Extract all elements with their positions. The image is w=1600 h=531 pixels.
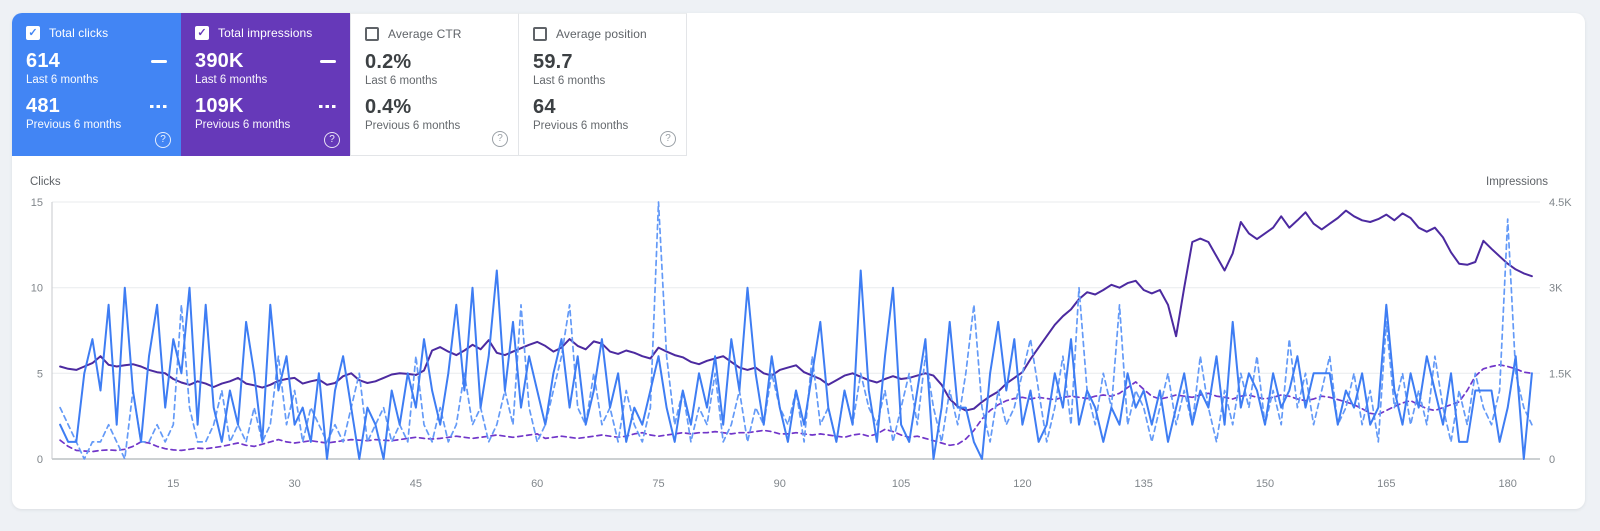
metric-card-label: Average position bbox=[556, 27, 647, 41]
checkbox-total-impressions-checked-icon[interactable]: ✓ bbox=[195, 26, 209, 40]
metric-card-label: Total impressions bbox=[218, 26, 313, 40]
dotted-line-legend-icon bbox=[319, 104, 338, 108]
checkbox-average-ctr-unchecked-icon[interactable] bbox=[365, 27, 379, 41]
current-caption: Last 6 months bbox=[365, 75, 438, 87]
help-icon[interactable]: ? bbox=[492, 131, 508, 147]
svg-text:180: 180 bbox=[1499, 478, 1517, 490]
current-value: 0.2% bbox=[365, 51, 412, 73]
previous-value: 0.4% bbox=[365, 96, 412, 118]
svg-text:120: 120 bbox=[1013, 478, 1031, 490]
previous-value: 481 bbox=[26, 95, 60, 117]
metric-card-total-clicks[interactable]: ✓ Total clicks 614 Last 6 months 481 Pre… bbox=[12, 13, 181, 156]
current-value: 59.7 bbox=[533, 51, 573, 73]
svg-text:30: 30 bbox=[288, 478, 300, 490]
svg-text:1.5K: 1.5K bbox=[1549, 368, 1572, 380]
svg-text:105: 105 bbox=[892, 478, 910, 490]
svg-text:3K: 3K bbox=[1549, 283, 1563, 295]
checkbox-average-position-unchecked-icon[interactable] bbox=[533, 27, 547, 41]
svg-text:45: 45 bbox=[410, 478, 422, 490]
svg-text:15: 15 bbox=[31, 197, 43, 209]
help-icon[interactable]: ? bbox=[660, 131, 676, 147]
svg-text:165: 165 bbox=[1377, 478, 1395, 490]
previous-value: 109K bbox=[195, 95, 244, 117]
metric-card-label: Total clicks bbox=[49, 26, 109, 40]
left-axis-title: Clicks bbox=[30, 176, 61, 188]
svg-text:0: 0 bbox=[1549, 454, 1555, 466]
current-caption: Last 6 months bbox=[533, 75, 606, 87]
help-icon[interactable]: ? bbox=[324, 132, 340, 148]
previous-value: 64 bbox=[533, 96, 556, 118]
svg-text:60: 60 bbox=[531, 478, 543, 490]
current-caption: Last 6 months bbox=[26, 74, 99, 86]
current-caption: Last 6 months bbox=[195, 74, 268, 86]
previous-caption: Previous 6 months bbox=[533, 120, 629, 132]
help-icon[interactable]: ? bbox=[155, 132, 171, 148]
current-value: 614 bbox=[26, 50, 60, 72]
previous-caption: Previous 6 months bbox=[195, 119, 291, 131]
metric-card-average-position[interactable]: Average position 59.7 Last 6 months 64 P… bbox=[518, 13, 687, 156]
previous-caption: Previous 6 months bbox=[365, 120, 461, 132]
svg-text:150: 150 bbox=[1256, 478, 1274, 490]
solid-line-legend-icon bbox=[151, 59, 167, 63]
svg-text:4.5K: 4.5K bbox=[1549, 197, 1572, 209]
svg-text:90: 90 bbox=[774, 478, 786, 490]
previous-caption: Previous 6 months bbox=[26, 119, 122, 131]
metric-cards-row: ✓ Total clicks 614 Last 6 months 481 Pre… bbox=[12, 13, 687, 156]
checkbox-total-clicks-checked-icon[interactable]: ✓ bbox=[26, 26, 40, 40]
svg-text:0: 0 bbox=[37, 454, 43, 466]
current-value: 390K bbox=[195, 50, 244, 72]
solid-line-legend-icon bbox=[320, 59, 336, 63]
svg-text:75: 75 bbox=[652, 478, 664, 490]
right-axis-title: Impressions bbox=[1486, 176, 1548, 188]
metric-card-total-impressions[interactable]: ✓ Total impressions 390K Last 6 months 1… bbox=[181, 13, 350, 156]
metric-card-label: Average CTR bbox=[388, 27, 462, 41]
svg-text:135: 135 bbox=[1135, 478, 1153, 490]
svg-text:5: 5 bbox=[37, 368, 43, 380]
dotted-line-legend-icon bbox=[150, 104, 169, 108]
svg-text:10: 10 bbox=[31, 283, 43, 295]
svg-text:15: 15 bbox=[167, 478, 179, 490]
